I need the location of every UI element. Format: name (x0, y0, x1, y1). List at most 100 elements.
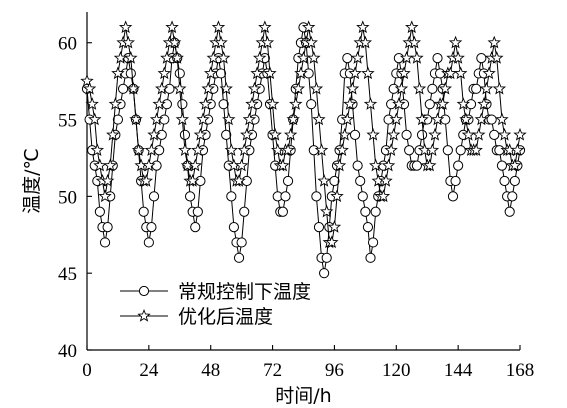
data-point-star (216, 51, 231, 64)
data-point-circle (156, 129, 167, 141)
data-point-circle (494, 145, 505, 156)
data-point-star (165, 20, 179, 34)
data-point-star (149, 112, 164, 126)
x-tick-label: 48 (201, 360, 220, 381)
data-point-star (121, 35, 135, 49)
data-point-circle (362, 221, 374, 233)
data-point-circle (401, 129, 412, 141)
data-point-star (147, 127, 161, 141)
data-point-star (247, 81, 262, 95)
data-point-circle (313, 221, 325, 233)
data-point-circle (303, 68, 314, 79)
data-point-star (435, 97, 450, 110)
data-point-star (425, 143, 440, 156)
data-point-star (345, 81, 360, 95)
data-point-circle (450, 175, 461, 187)
data-point-star (343, 97, 357, 110)
data-point-circle (349, 129, 361, 141)
data-point-star (428, 127, 442, 141)
data-point-circle (221, 129, 232, 141)
data-point-circle (386, 99, 397, 110)
data-point-circle (455, 145, 466, 156)
data-point-star (392, 97, 406, 110)
data-point-circle (236, 237, 247, 248)
data-point-star (368, 158, 383, 172)
legend-star-marker (137, 308, 151, 322)
data-point-star (286, 112, 300, 126)
data-point-star (314, 143, 329, 156)
x-axis-title: 时间/h (275, 385, 331, 407)
data-point-circle (277, 206, 288, 217)
data-point-star (175, 112, 190, 126)
x-tick-label: 120 (382, 360, 411, 381)
data-point-circle (370, 206, 381, 217)
data-point-circle (161, 99, 172, 110)
data-point-star (304, 35, 318, 49)
x-tick-label: 0 (82, 360, 92, 381)
legend-item: 常规控制下温度 (120, 281, 311, 303)
data-point-star (260, 35, 275, 49)
data-point-star (131, 143, 146, 156)
data-point-circle (215, 68, 227, 79)
data-point-circle (357, 191, 368, 202)
data-point-star (98, 189, 112, 203)
data-point-star (224, 143, 239, 156)
data-point-star (407, 35, 422, 49)
data-point-star (513, 127, 527, 141)
data-point-star (191, 143, 205, 156)
data-point-star (283, 127, 298, 141)
data-point-circle (226, 191, 237, 202)
data-point-circle (465, 99, 477, 110)
data-point-circle (486, 114, 497, 125)
data-point-circle (393, 52, 404, 64)
data-point-star (196, 112, 210, 126)
data-point-circle (190, 221, 201, 233)
legend-circle-marker (138, 285, 150, 297)
data-point-circle (476, 52, 487, 64)
data-point-star (340, 112, 355, 126)
x-tick-label: 96 (325, 360, 344, 381)
data-point-star (80, 74, 94, 87)
data-point-circle (177, 99, 188, 110)
data-point-circle (453, 160, 464, 171)
data-point-star (294, 66, 308, 80)
y-tick-label: 55 (58, 111, 77, 132)
data-point-star (312, 112, 326, 126)
data-point-star (448, 35, 463, 49)
data-point-star (139, 173, 153, 187)
data-point-star (129, 112, 143, 126)
data-point-circle (195, 175, 206, 187)
data-point-circle (143, 237, 154, 248)
data-point-star (366, 127, 380, 141)
y-axis-title: 温度/℃ (21, 148, 43, 214)
data-point-circle (471, 83, 482, 94)
data-point-circle (151, 160, 162, 171)
data-point-star (265, 97, 280, 110)
data-point-star (301, 20, 316, 34)
data-point-circle (329, 175, 340, 187)
data-point-star (459, 112, 473, 126)
x-tick-label: 168 (506, 360, 535, 381)
data-point-star (430, 112, 445, 126)
data-point-star (173, 81, 187, 95)
data-point-star (211, 20, 226, 34)
data-point-star (405, 20, 419, 34)
data-point-circle (179, 129, 191, 141)
data-point-star (281, 143, 295, 156)
data-point-star (469, 143, 483, 156)
data-point-star (376, 189, 391, 203)
data-point-star (415, 112, 429, 126)
x-tick-label: 144 (444, 360, 473, 381)
data-point-star (234, 158, 249, 172)
data-point-circle (489, 129, 500, 141)
data-point-circle (218, 99, 229, 110)
data-point-star (320, 204, 334, 218)
data-point-circle (424, 99, 435, 110)
data-point-star (474, 112, 489, 126)
data-point-star (397, 66, 411, 80)
data-point-star (307, 51, 321, 64)
data-point-circle (496, 160, 508, 171)
data-point-circle (321, 252, 332, 263)
data-point-star (387, 127, 401, 141)
